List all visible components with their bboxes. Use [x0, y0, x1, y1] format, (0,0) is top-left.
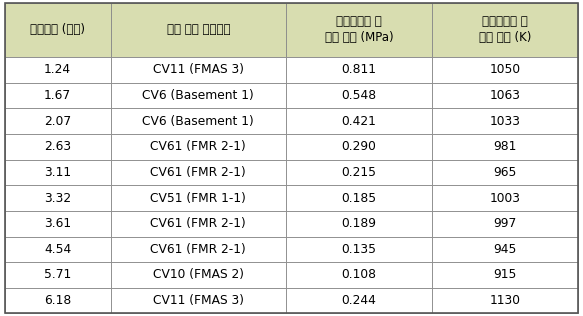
Bar — [286, 211, 432, 236]
Bar — [432, 3, 578, 57]
Text: CV11 (FMAS 3): CV11 (FMAS 3) — [153, 63, 244, 76]
Bar — [5, 134, 111, 160]
Bar — [432, 288, 578, 313]
Text: 0.244: 0.244 — [342, 294, 377, 307]
Text: 2.07: 2.07 — [44, 115, 71, 128]
Text: 981: 981 — [493, 140, 517, 153]
Bar — [286, 185, 432, 211]
Text: 1050: 1050 — [490, 63, 521, 76]
Bar — [111, 288, 286, 313]
Bar — [111, 108, 286, 134]
Text: 3.32: 3.32 — [44, 191, 71, 204]
Text: 5.71: 5.71 — [44, 269, 71, 282]
Text: 0.421: 0.421 — [342, 115, 377, 128]
Text: 3.11: 3.11 — [44, 166, 71, 179]
Bar — [286, 134, 432, 160]
Text: 1003: 1003 — [490, 191, 521, 204]
Text: 1.24: 1.24 — [44, 63, 71, 76]
Text: CV61 (FMR 2-1): CV61 (FMR 2-1) — [150, 217, 246, 230]
Bar — [111, 134, 286, 160]
Bar — [432, 108, 578, 134]
Text: 4.54: 4.54 — [44, 243, 71, 256]
Text: 915: 915 — [493, 269, 517, 282]
Text: 0.215: 0.215 — [342, 166, 377, 179]
Text: 6.18: 6.18 — [44, 294, 71, 307]
Text: 0.811: 0.811 — [342, 63, 377, 76]
Bar — [5, 82, 111, 108]
Text: 2.63: 2.63 — [44, 140, 71, 153]
Bar — [111, 262, 286, 288]
Bar — [111, 211, 286, 236]
Bar — [111, 160, 286, 185]
Text: 965: 965 — [493, 166, 517, 179]
Text: 0.135: 0.135 — [342, 243, 377, 256]
Bar — [286, 57, 432, 82]
Bar — [5, 211, 111, 236]
Bar — [286, 288, 432, 313]
Bar — [5, 185, 111, 211]
Bar — [432, 185, 578, 211]
Text: 3.61: 3.61 — [44, 217, 71, 230]
Bar — [432, 82, 578, 108]
Text: CV11 (FMAS 3): CV11 (FMAS 3) — [153, 294, 244, 307]
Bar — [5, 108, 111, 134]
Bar — [286, 108, 432, 134]
Text: 0.108: 0.108 — [342, 269, 377, 282]
Bar — [432, 160, 578, 185]
Text: 원자로건물 내
최대 압력 (MPa): 원자로건물 내 최대 압력 (MPa) — [325, 15, 393, 44]
Bar — [5, 3, 111, 57]
Text: 945: 945 — [493, 243, 517, 256]
Text: 0.185: 0.185 — [341, 191, 377, 204]
Text: 원자로건물 내
최고 온도 (K): 원자로건물 내 최고 온도 (K) — [479, 15, 531, 44]
Text: 0.189: 0.189 — [342, 217, 377, 230]
Text: CV51 (FMR 1-1): CV51 (FMR 1-1) — [150, 191, 246, 204]
Text: 0.548: 0.548 — [341, 89, 377, 102]
Text: 997: 997 — [494, 217, 517, 230]
Bar — [432, 262, 578, 288]
Bar — [111, 82, 286, 108]
Text: CV61 (FMR 2-1): CV61 (FMR 2-1) — [150, 166, 246, 179]
Bar — [286, 160, 432, 185]
Text: 1130: 1130 — [490, 294, 521, 307]
Bar — [5, 262, 111, 288]
Text: CV6 (Basement 1): CV6 (Basement 1) — [142, 115, 254, 128]
Bar — [5, 236, 111, 262]
Text: 1033: 1033 — [490, 115, 521, 128]
Text: 0.290: 0.290 — [342, 140, 377, 153]
Bar — [111, 236, 286, 262]
Bar — [286, 82, 432, 108]
Bar — [286, 236, 432, 262]
Bar — [5, 160, 111, 185]
Text: CV61 (FMR 2-1): CV61 (FMR 2-1) — [150, 140, 246, 153]
Bar — [5, 57, 111, 82]
Bar — [286, 262, 432, 288]
Text: 최초 연소 발생위치: 최초 연소 발생위치 — [167, 23, 230, 36]
Bar — [432, 211, 578, 236]
Bar — [432, 134, 578, 160]
Bar — [111, 185, 286, 211]
Text: CV61 (FMR 2-1): CV61 (FMR 2-1) — [150, 243, 246, 256]
Bar — [286, 3, 432, 57]
Bar — [111, 57, 286, 82]
Bar — [432, 236, 578, 262]
Text: 연소시기 (시간): 연소시기 (시간) — [30, 23, 85, 36]
Text: CV6 (Basement 1): CV6 (Basement 1) — [142, 89, 254, 102]
Bar — [432, 57, 578, 82]
Text: 1063: 1063 — [490, 89, 521, 102]
Text: CV10 (FMAS 2): CV10 (FMAS 2) — [153, 269, 244, 282]
Bar — [111, 3, 286, 57]
Bar — [5, 288, 111, 313]
Text: 1.67: 1.67 — [44, 89, 71, 102]
